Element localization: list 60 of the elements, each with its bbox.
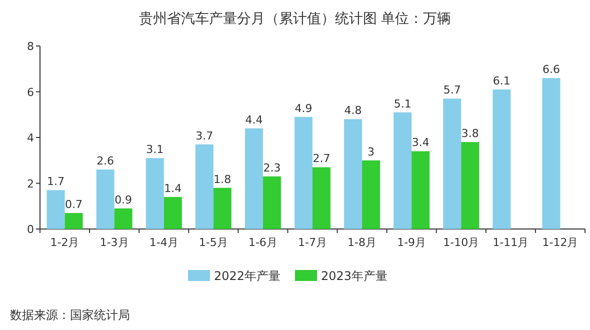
bar (412, 151, 430, 229)
x-tick-label: 1-2月 (50, 236, 80, 249)
data-label: 1.4 (164, 182, 182, 195)
bar (312, 167, 330, 229)
bar (492, 89, 511, 229)
data-label: 1.8 (214, 172, 232, 186)
bar (114, 208, 132, 229)
bar (244, 128, 263, 229)
bar (146, 158, 164, 229)
y-tick-label: 2 (27, 177, 34, 190)
bar (294, 116, 312, 229)
bar (262, 176, 281, 229)
legend-label: 2022年产量 (214, 269, 281, 283)
bar (461, 142, 480, 229)
data-label: 5.1 (394, 97, 412, 110)
chart-title: 贵州省汽车产量分月（累计值）统计图 单位：万辆 (138, 11, 452, 27)
data-label: 3.8 (461, 127, 479, 140)
data-label: 0.9 (114, 193, 132, 206)
data-label: 2.3 (263, 161, 281, 174)
y-tick-label: 6 (27, 86, 34, 99)
data-label: 6.6 (542, 63, 560, 76)
x-tick-label: 1-12月 (542, 236, 578, 249)
bar (344, 119, 362, 229)
data-label: 3 (368, 145, 375, 158)
data-label: 3.4 (412, 136, 430, 150)
x-tick-label: 1-8月 (348, 236, 377, 249)
bar (46, 190, 65, 229)
x-tick-label: 1-4月 (149, 236, 178, 249)
data-label: 5.7 (443, 84, 461, 97)
bar (443, 98, 462, 229)
y-tick-label: 8 (27, 40, 34, 53)
legend-label: 2023年产量 (321, 269, 388, 283)
data-label: 4.9 (294, 102, 312, 115)
data-label: 0.7 (65, 198, 83, 211)
data-label: 4.8 (344, 104, 362, 118)
data-label: 2.6 (96, 154, 114, 168)
x-tick-label: 1-5月 (198, 236, 228, 249)
bar (64, 212, 83, 229)
data-label: 1.7 (47, 175, 65, 188)
bar (195, 144, 214, 229)
bar (213, 188, 232, 229)
x-tick-label: 1-3月 (100, 236, 129, 249)
x-tick-label: 1-7月 (298, 236, 327, 249)
source-note: 数据来源：国家统计局 (10, 308, 130, 322)
bar (542, 78, 560, 229)
y-tick-label: 0 (27, 223, 34, 236)
data-label: 3.7 (196, 129, 214, 142)
bar (96, 170, 114, 229)
data-label: 6.1 (492, 74, 510, 88)
y-tick-label: 4 (27, 132, 34, 144)
bar (394, 112, 412, 229)
bar (164, 196, 182, 229)
x-tick-label: 1-10月 (443, 236, 480, 249)
x-tick-label: 1-9月 (397, 236, 426, 249)
data-label: 4.4 (245, 113, 263, 126)
x-tick-label: 1-6月 (248, 236, 278, 249)
data-label: 2.7 (312, 152, 330, 166)
bar (362, 160, 380, 229)
x-tick-label: 1-11月 (492, 236, 529, 249)
data-label: 3.1 (146, 143, 164, 156)
